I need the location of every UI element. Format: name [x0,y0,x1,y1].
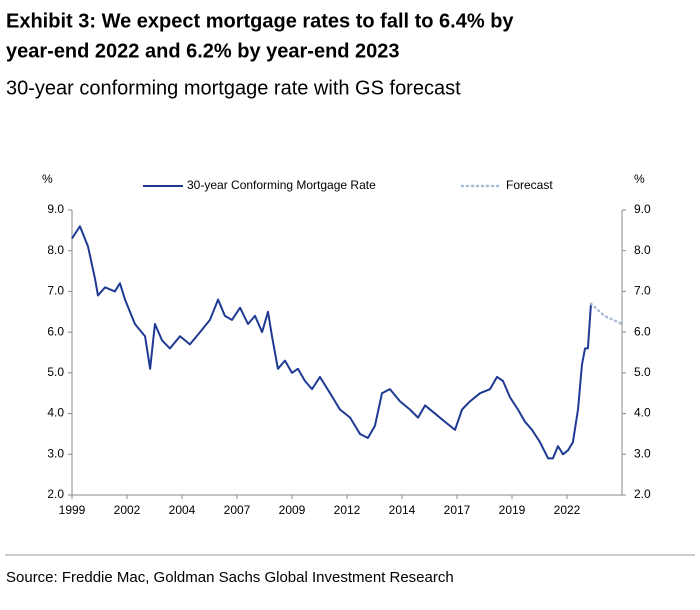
y-axis-label: % [42,172,53,186]
x-tick-label: 2017 [444,503,471,517]
y2-tick-label: 7.0 [634,284,651,298]
chart-subtitle: 30-year conforming mortgage rate with GS… [6,77,461,99]
data-line [589,302,624,326]
data-line [71,225,592,460]
chart-title: Exhibit 3: We expect mortgage rates to f… [6,10,514,32]
x-tick-label: 2022 [554,503,581,517]
y-tick-label: 9.0 [47,202,64,216]
legend-label: 30-year Conforming Mortgage Rate [187,178,376,192]
y2-tick-label: 3.0 [634,446,651,460]
y-tick-label: 8.0 [47,243,64,257]
y2-tick-label: 5.0 [634,365,651,379]
y-tick-label: 3.0 [47,446,64,460]
x-tick-label: 2019 [499,503,526,517]
legend-label: Forecast [506,178,553,192]
chart-title: year-end 2022 and 6.2% by year-end 2023 [6,40,400,62]
x-tick-label: 2009 [279,503,306,517]
y2-tick-label: 2.0 [634,487,651,501]
x-tick-label: 2012 [334,503,361,517]
x-tick-label: 2004 [169,503,196,517]
x-tick-label: 2002 [114,503,141,517]
x-tick-label: 2007 [224,503,251,517]
x-tick-label: 2014 [389,503,416,517]
y2-tick-label: 6.0 [634,324,651,338]
y-tick-label: 6.0 [47,324,64,338]
y-tick-label: 2.0 [47,487,64,501]
y-tick-label: 7.0 [47,284,64,298]
y2-tick-label: 8.0 [634,243,651,257]
source: Source: Freddie Mac, Goldman Sachs Globa… [6,569,454,586]
y2-tick-label: 9.0 [634,202,651,216]
y-tick-label: 5.0 [47,365,64,379]
y-tick-label: 4.0 [47,406,64,420]
x-tick-label: 1999 [59,503,86,517]
y2-tick-label: 4.0 [634,406,651,420]
y2-axis-label: % [634,172,645,186]
